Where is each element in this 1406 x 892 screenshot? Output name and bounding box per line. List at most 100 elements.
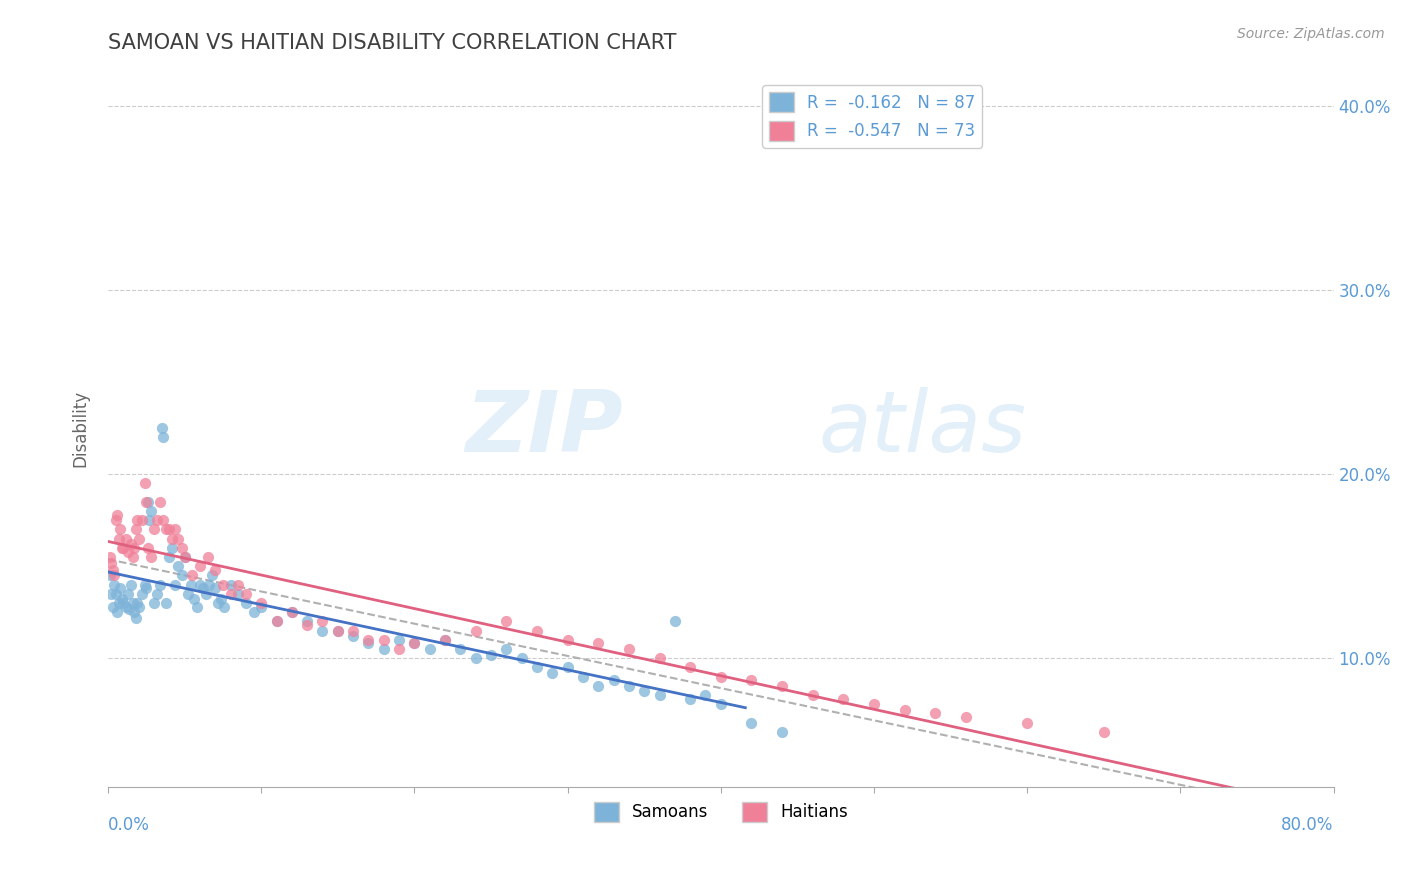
Point <box>281 605 304 619</box>
Point <box>464 651 486 665</box>
Point <box>150 421 173 435</box>
Point <box>326 624 349 638</box>
Point <box>157 549 180 564</box>
Point <box>679 691 702 706</box>
Point <box>107 596 129 610</box>
Point <box>586 636 609 650</box>
Y-axis label: Disability: Disability <box>72 390 89 467</box>
Point <box>135 582 157 596</box>
Point <box>235 587 257 601</box>
Point <box>146 587 169 601</box>
Point <box>633 684 655 698</box>
Text: SAMOAN VS HAITIAN DISABILITY CORRELATION CHART: SAMOAN VS HAITIAN DISABILITY CORRELATION… <box>108 33 676 53</box>
Point <box>770 724 793 739</box>
Point <box>214 599 236 614</box>
Point <box>295 615 318 629</box>
Point <box>117 544 139 558</box>
Point <box>526 624 548 638</box>
Point <box>112 596 135 610</box>
Point <box>740 715 762 730</box>
Point <box>104 587 127 601</box>
Point <box>180 577 202 591</box>
Point <box>226 587 249 601</box>
Point <box>105 508 128 522</box>
Point <box>326 624 349 638</box>
Legend: Samoans, Haitians: Samoans, Haitians <box>588 795 855 829</box>
Point <box>165 577 187 591</box>
Point <box>250 599 273 614</box>
Point <box>955 710 977 724</box>
Point <box>170 541 193 555</box>
Point <box>679 660 702 674</box>
Point <box>139 504 162 518</box>
Text: atlas: atlas <box>818 387 1026 470</box>
Point <box>105 605 128 619</box>
Point <box>219 577 242 591</box>
Point <box>124 523 146 537</box>
Point <box>710 697 733 711</box>
Point <box>695 688 717 702</box>
Point <box>157 523 180 537</box>
Point <box>198 577 221 591</box>
Point <box>124 611 146 625</box>
Point <box>186 599 208 614</box>
Point <box>235 596 257 610</box>
Point <box>122 605 145 619</box>
Point <box>110 523 132 537</box>
Point <box>170 568 193 582</box>
Point <box>101 563 124 577</box>
Point <box>617 679 640 693</box>
Point <box>373 632 395 647</box>
Point <box>510 651 533 665</box>
Point <box>710 669 733 683</box>
Point <box>128 599 150 614</box>
Point <box>602 673 624 688</box>
Point <box>204 563 226 577</box>
Point <box>924 706 946 721</box>
Point <box>226 577 249 591</box>
Point <box>404 636 426 650</box>
Point <box>250 596 273 610</box>
Point <box>110 582 132 596</box>
Point <box>121 596 143 610</box>
Point <box>295 618 318 632</box>
Point <box>201 568 224 582</box>
Point <box>136 541 159 555</box>
Point <box>191 582 214 596</box>
Point <box>664 615 686 629</box>
Point <box>357 636 380 650</box>
Point <box>770 679 793 693</box>
Point <box>149 577 172 591</box>
Point <box>863 697 886 711</box>
Point <box>111 592 134 607</box>
Point <box>120 537 142 551</box>
Point <box>173 549 195 564</box>
Point <box>155 523 177 537</box>
Point <box>167 532 190 546</box>
Point <box>183 592 205 607</box>
Point <box>1092 724 1115 739</box>
Point <box>152 430 174 444</box>
Point <box>181 568 204 582</box>
Point <box>127 513 149 527</box>
Point <box>219 587 242 601</box>
Point <box>342 624 364 638</box>
Point <box>139 549 162 564</box>
Text: Source: ZipAtlas.com: Source: ZipAtlas.com <box>1237 27 1385 41</box>
Point <box>117 587 139 601</box>
Point <box>162 532 184 546</box>
Point <box>197 549 219 564</box>
Point <box>131 587 153 601</box>
Point <box>104 513 127 527</box>
Point <box>121 549 143 564</box>
Point <box>167 559 190 574</box>
Point <box>557 660 579 674</box>
Point <box>152 513 174 527</box>
Point <box>204 582 226 596</box>
Point <box>134 476 156 491</box>
Point <box>342 629 364 643</box>
Point <box>801 688 824 702</box>
Text: ZIP: ZIP <box>465 387 623 470</box>
Point <box>115 532 138 546</box>
Point <box>112 541 135 555</box>
